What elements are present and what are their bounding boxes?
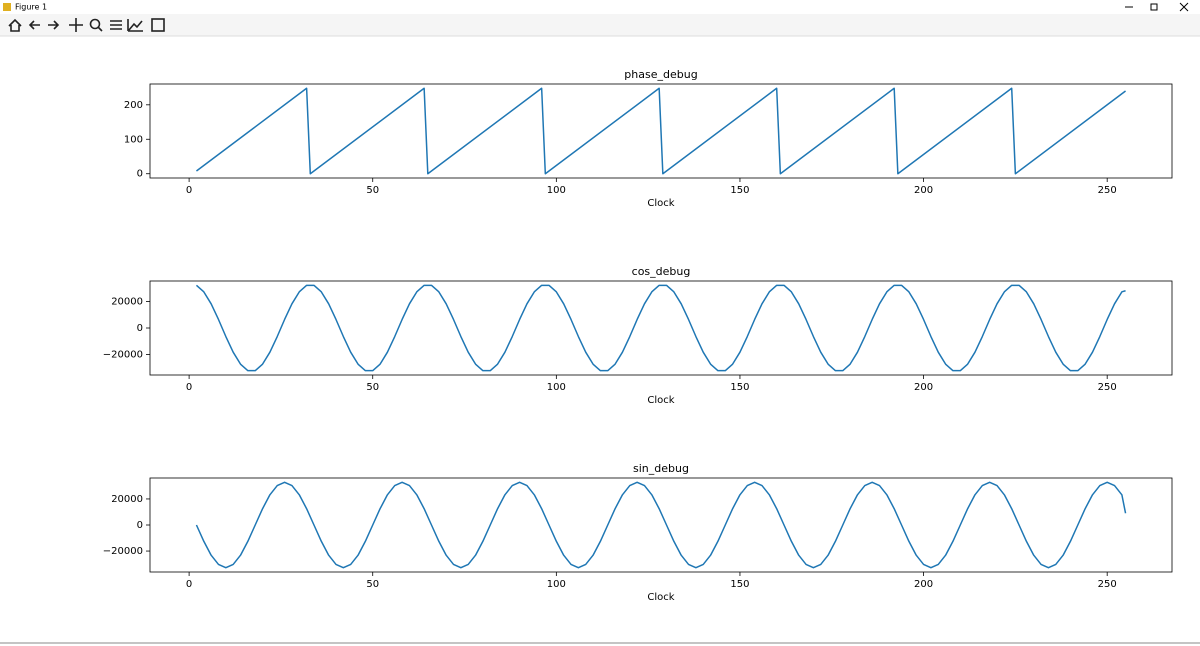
chart-title: sin_debug — [633, 462, 689, 475]
x-axis-label: Clock — [647, 395, 674, 406]
save-button[interactable] — [151, 18, 165, 32]
x-tick-label: 0 — [186, 185, 192, 196]
x-tick-label: 250 — [1098, 185, 1117, 196]
x-tick-label: 0 — [186, 382, 192, 393]
axes-frame — [149, 280, 1173, 376]
x-tick-label: 150 — [730, 579, 749, 590]
customize-button[interactable] — [127, 19, 143, 32]
chart-title: phase_debug — [624, 68, 697, 81]
y-tick-label: −20000 — [103, 350, 143, 361]
x-axis-label: Clock — [647, 198, 674, 209]
data-line — [195, 284, 1126, 372]
subplots-button[interactable] — [110, 20, 122, 30]
y-tick-label: 0 — [137, 169, 143, 180]
toolbar — [0, 14, 1200, 36]
y-tick-label: 0 — [137, 323, 143, 334]
toolbar-buttons — [8, 18, 165, 32]
x-tick-label: 50 — [366, 579, 379, 590]
chart-title: cos_debug — [632, 265, 691, 278]
data-line — [195, 481, 1127, 569]
app-icon — [3, 3, 11, 11]
x-tick-label: 150 — [730, 185, 749, 196]
x-tick-label: 200 — [914, 185, 933, 196]
x-axis-label: Clock — [647, 592, 674, 603]
y-tick-label: 200 — [124, 100, 143, 111]
x-tick-label: 250 — [1098, 579, 1117, 590]
title-bar — [0, 0, 1200, 14]
restore-button[interactable] — [1150, 3, 1158, 11]
x-tick-label: 50 — [366, 185, 379, 196]
data-line — [195, 87, 1127, 175]
forward-button[interactable] — [48, 20, 60, 30]
y-tick-label: −20000 — [103, 546, 143, 557]
x-tick-label: 50 — [366, 382, 379, 393]
y-tick-label: 20000 — [111, 494, 143, 505]
close-button[interactable] — [1179, 2, 1189, 12]
window-title: Figure 1 — [15, 3, 47, 12]
axes-frame — [149, 83, 1173, 179]
x-tick-label: 0 — [186, 579, 192, 590]
x-tick-label: 100 — [547, 382, 566, 393]
x-tick-label: 100 — [547, 185, 566, 196]
x-tick-label: 100 — [547, 579, 566, 590]
zoom-button[interactable] — [89, 18, 103, 32]
x-tick-label: 250 — [1098, 382, 1117, 393]
x-tick-label: 200 — [914, 579, 933, 590]
back-button[interactable] — [28, 20, 40, 30]
y-tick-label: 0 — [137, 520, 143, 531]
pan-button[interactable] — [69, 18, 83, 32]
y-tick-label: 100 — [124, 134, 143, 145]
window-controls[interactable] — [1125, 2, 1189, 12]
home-button[interactable] — [8, 18, 22, 32]
y-tick-label: 20000 — [111, 296, 143, 307]
x-tick-label: 150 — [730, 382, 749, 393]
x-tick-label: 200 — [914, 382, 933, 393]
